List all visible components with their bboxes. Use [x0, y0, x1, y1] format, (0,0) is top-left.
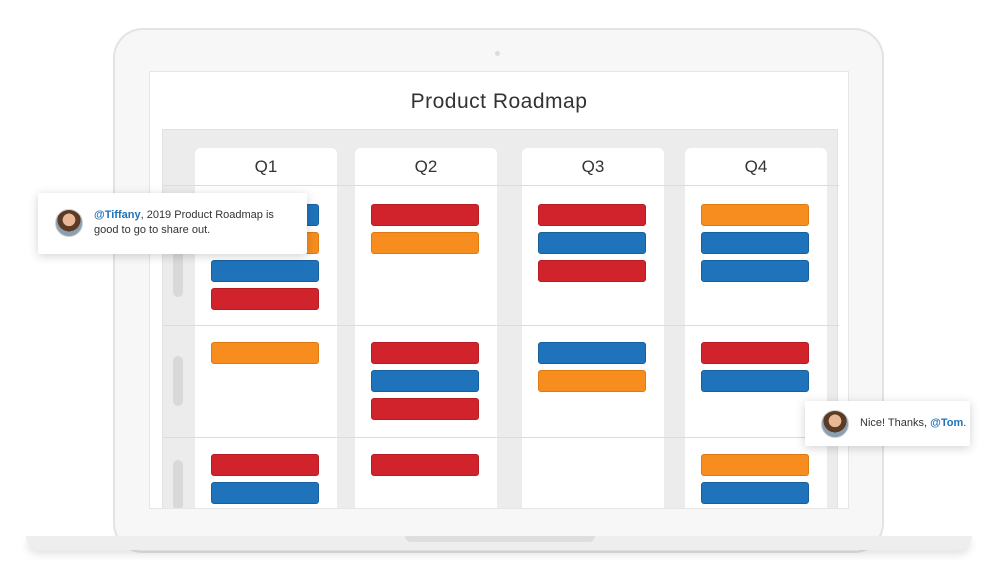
roadmap-item-red[interactable] [371, 398, 479, 420]
page-title: Product Roadmap [410, 90, 588, 113]
row-drag-handle[interactable] [173, 247, 183, 297]
roadmap-item-red[interactable] [211, 454, 319, 476]
column-header-q1[interactable]: Q1 [254, 157, 278, 176]
roadmap-item-red[interactable] [371, 342, 479, 364]
roadmap-item-blue[interactable] [701, 260, 809, 282]
roadmap-item-red[interactable] [538, 204, 646, 226]
laptop-notch [405, 536, 595, 542]
column-q4: Q4 [685, 148, 827, 508]
roadmap-item-blue[interactable] [538, 342, 646, 364]
roadmap-item-red[interactable] [371, 454, 479, 476]
column-header-q4[interactable]: Q4 [744, 157, 768, 176]
roadmap-item-blue[interactable] [701, 482, 809, 504]
mention-link[interactable]: @Tom [930, 417, 964, 429]
roadmap-item-red[interactable] [211, 288, 319, 310]
roadmap-item-orange[interactable] [371, 232, 479, 254]
column-q3: Q3 [522, 148, 664, 508]
roadmap-item-blue[interactable] [371, 370, 479, 392]
roadmap-board: Q1 Q2 Q3 Q4 [162, 129, 839, 508]
laptop-base [26, 536, 972, 550]
comment-body: , 2019 Product Roadmap is good to go to … [94, 209, 274, 236]
roadmap-item-red[interactable] [701, 342, 809, 364]
column-header-q3[interactable]: Q3 [581, 157, 605, 176]
mention-link[interactable]: @Tiffany [94, 209, 141, 221]
app-screen: Product Roadmap Q1 Q2 Q3 Q4 [149, 71, 849, 509]
row-divider [163, 185, 839, 186]
comment-text: Nice! Thanks, @Tom. [860, 416, 970, 431]
comment-body: Nice! Thanks, [860, 417, 931, 429]
row-divider [163, 325, 839, 326]
column-q2: Q2 [355, 148, 497, 508]
roadmap-item-orange[interactable] [211, 342, 319, 364]
roadmap-item-orange[interactable] [701, 454, 809, 476]
roadmap-item-blue[interactable] [701, 232, 809, 254]
roadmap-item-blue[interactable] [211, 482, 319, 504]
column-header-q2[interactable]: Q2 [414, 157, 438, 176]
comment-bubble: @Tiffany, 2019 Product Roadmap is good t… [38, 193, 307, 254]
comment-text: @Tiffany, 2019 Product Roadmap is good t… [94, 208, 294, 238]
row-drag-handle[interactable] [173, 460, 183, 508]
row-drag-handle[interactable] [173, 356, 183, 406]
roadmap-item-red[interactable] [371, 204, 479, 226]
comment-bubble: Nice! Thanks, @Tom. [805, 401, 970, 446]
roadmap-item-orange[interactable] [701, 204, 809, 226]
roadmap-item-blue[interactable] [211, 260, 319, 282]
camera-icon [495, 51, 500, 56]
user-avatar-icon [821, 410, 849, 438]
roadmap-item-red[interactable] [538, 260, 646, 282]
user-avatar-icon [55, 209, 83, 237]
row-divider [163, 437, 839, 438]
comment-suffix: . [963, 417, 967, 429]
roadmap-item-orange[interactable] [538, 370, 646, 392]
roadmap-item-blue[interactable] [701, 370, 809, 392]
roadmap-item-blue[interactable] [538, 232, 646, 254]
